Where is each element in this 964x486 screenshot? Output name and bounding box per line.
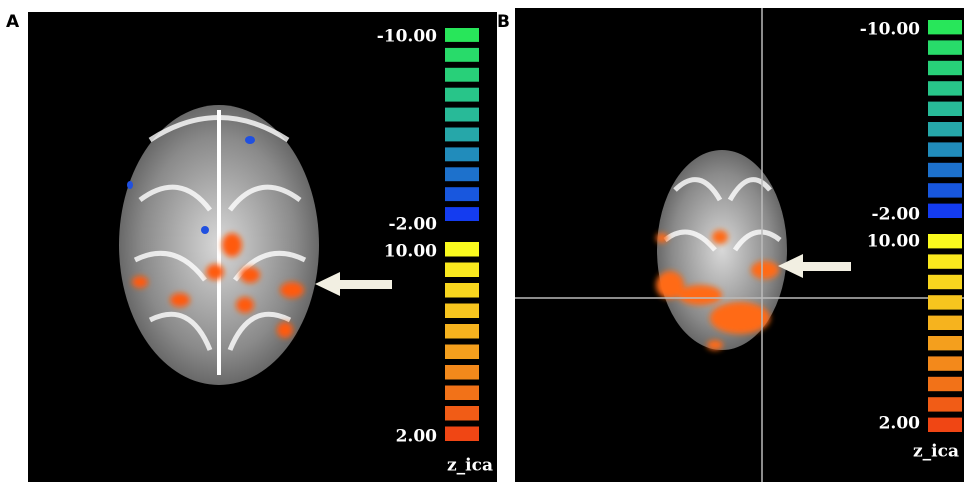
colorbar-swatch	[445, 68, 479, 82]
colorbar-swatch	[928, 234, 962, 248]
scale-label: 10.00	[867, 232, 920, 252]
colorbar-swatch	[445, 147, 479, 161]
panel-label: A	[6, 12, 20, 32]
colorbar-swatch	[445, 304, 479, 319]
scale-name: z_ica	[447, 456, 493, 476]
panel-label: B	[497, 12, 510, 32]
colorbar-swatch	[445, 128, 479, 142]
brain-slice	[119, 105, 319, 385]
colorbar-swatch	[445, 28, 479, 42]
colorbar-swatch	[928, 163, 962, 177]
panel-a: A -10.00 -2.00 10.00 2.00 z_ica	[6, 12, 497, 482]
colorbar-swatch	[928, 295, 962, 309]
colorbar-swatch	[928, 336, 962, 350]
colorbar-swatch	[445, 88, 479, 102]
scale-label: -10.00	[377, 27, 437, 47]
scale-label: -2.00	[872, 205, 921, 225]
colorbar-swatch	[928, 316, 962, 330]
colorbar-swatch	[928, 142, 962, 156]
colorbar-swatch	[928, 254, 962, 268]
colorbar-swatch	[928, 102, 962, 116]
colorbar-swatch	[928, 61, 962, 75]
colorbar-swatch	[928, 40, 962, 54]
colorbar-swatch	[928, 183, 962, 197]
scale-name: z_ica	[913, 442, 959, 462]
colorbar-swatch	[928, 397, 962, 411]
colorbar-swatch	[445, 263, 479, 278]
colorbar-swatch	[445, 406, 479, 421]
colorbar-swatch	[928, 275, 962, 289]
colorbar-swatch	[928, 122, 962, 136]
colorbar-swatch	[445, 48, 479, 62]
colorbar-swatch	[445, 427, 479, 442]
scale-label: 2.00	[879, 414, 921, 434]
colorbar-swatch	[928, 418, 962, 432]
colorbar-swatch	[445, 242, 479, 257]
colorbar-swatch	[445, 345, 479, 360]
figure: A -10.00 -2.00 10.00 2.00 z_ica B	[0, 0, 964, 482]
colorbar-swatch	[928, 81, 962, 95]
colorbar-swatch	[445, 187, 479, 201]
colorbar-swatch	[445, 386, 479, 401]
colorbar-swatch	[928, 356, 962, 370]
colorbar-swatch	[445, 108, 479, 122]
colorbar-swatch	[928, 20, 962, 34]
scale-label: 10.00	[384, 242, 437, 262]
colorbar-swatch	[445, 167, 479, 181]
page: {"panels": [ {"label": "A", "scale": {"n…	[0, 0, 964, 482]
scale-label: -10.00	[860, 20, 920, 40]
scale-label: 2.00	[396, 427, 438, 447]
colorbar-swatch	[928, 377, 962, 391]
colorbar-swatch	[445, 324, 479, 339]
colorbar-swatch	[445, 283, 479, 298]
scale-label: -2.00	[389, 215, 438, 235]
colorbar-swatch	[445, 207, 479, 221]
panel-b: B -10.00 -2.00 10.00 2.00 z_ica	[497, 8, 964, 482]
brain-slice	[656, 150, 787, 350]
colorbar-swatch	[445, 365, 479, 380]
colorbar-swatch	[928, 204, 962, 218]
